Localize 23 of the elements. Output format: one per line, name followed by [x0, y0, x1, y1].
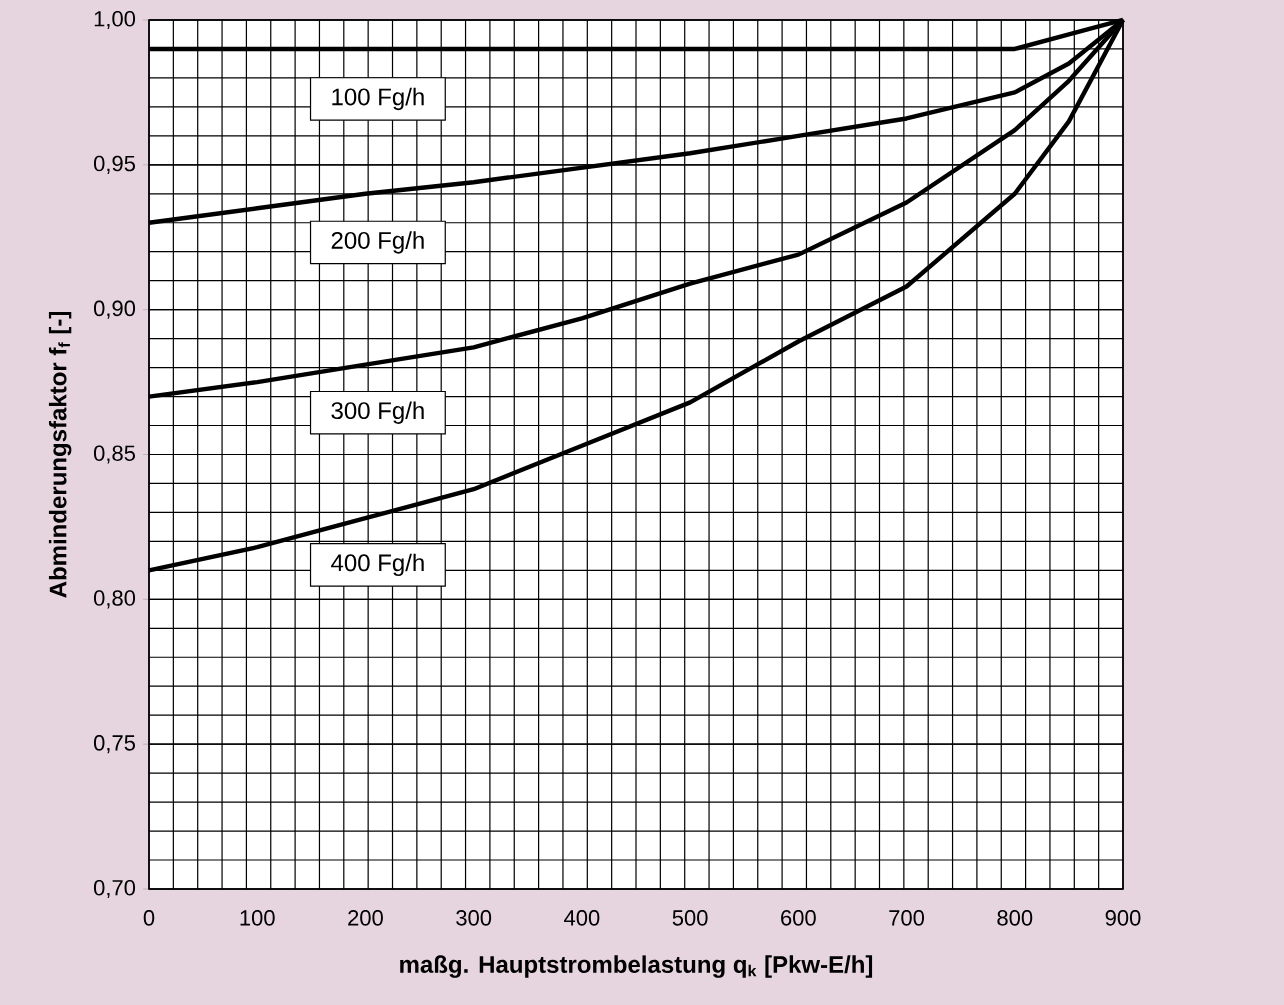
x-tick-label: 100	[240, 910, 275, 926]
x-tick-label: 500	[672, 910, 708, 926]
x-tick-label: 600	[781, 910, 816, 926]
x-tick-label: 800	[997, 910, 1033, 926]
x-axis-title: maßg. Hauptstrombelastung q$_{k}$ [Pkw-E/h]	[400, 955, 873, 978]
x-tick-label: 200	[348, 910, 383, 926]
x-tick-label: 700	[889, 910, 925, 926]
series-label: 100 Fg/h	[332, 87, 424, 111]
y-tick-label: 0,70	[93, 879, 136, 899]
y-tick-label: 0,95	[93, 155, 135, 174]
x-tick-label: 0	[143, 910, 155, 926]
y-tick-label: 0,80	[93, 590, 136, 609]
y-tick-label: 0,90	[93, 300, 136, 319]
series-label: 300 Fg/h	[331, 401, 424, 424]
y-tick-label: 0,85	[93, 445, 135, 464]
x-tick-label: 900	[1105, 910, 1141, 926]
y-axis-title: Abminderungsfaktor f$_{f}$ [-]	[48, 312, 72, 598]
series-label: 400 Fg/h	[331, 553, 424, 577]
y-tick-label: 1,00	[94, 10, 136, 30]
series-label: 200 Fg/h	[331, 231, 424, 254]
x-tick-label: 300	[456, 910, 492, 926]
x-tick-label: 400	[564, 910, 600, 926]
y-tick-label: 0,75	[93, 735, 135, 754]
